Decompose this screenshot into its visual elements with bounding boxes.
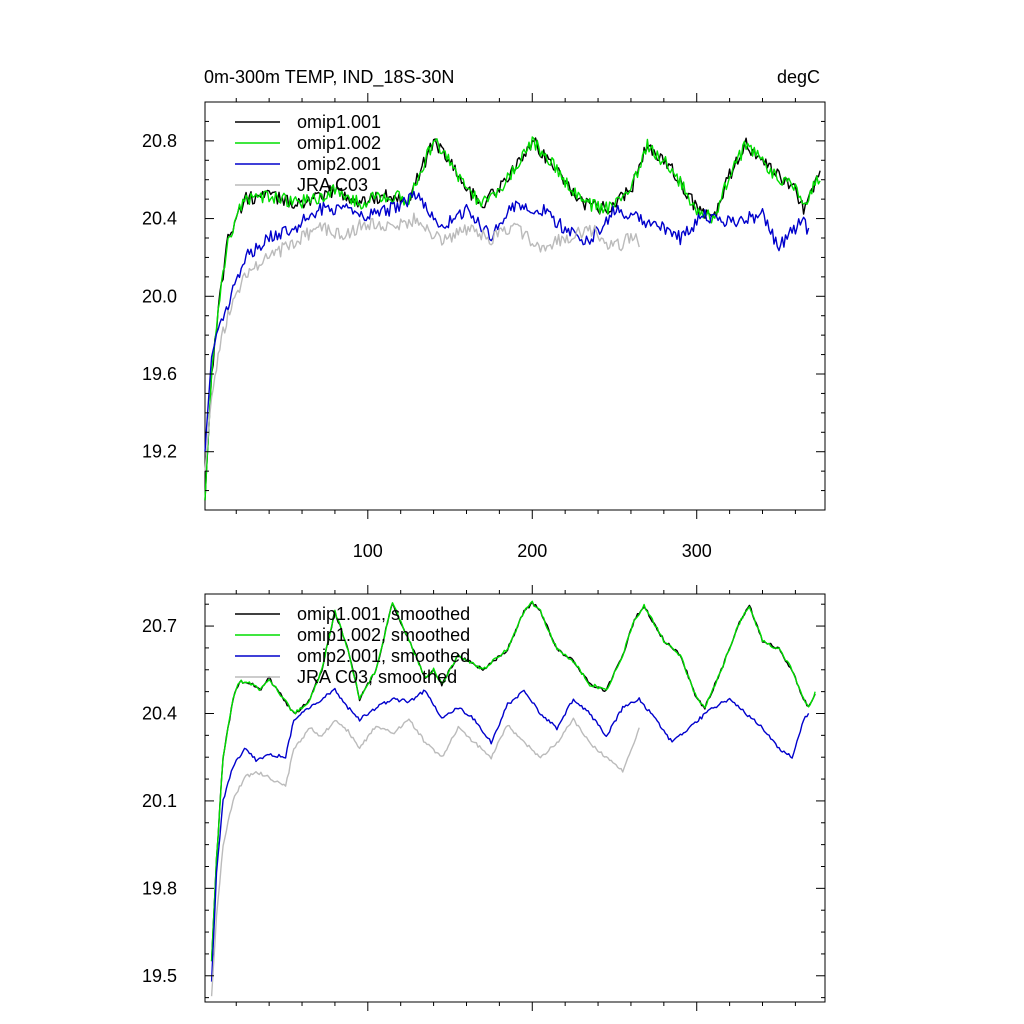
y-tick-label: 19.2	[142, 442, 177, 462]
y-tick-label: 20.7	[142, 616, 177, 636]
y-tick-label: 19.5	[142, 966, 177, 986]
x-tick-label: 200	[517, 541, 547, 561]
legend-label-omip1-002-smoothed: omip1.002, smoothed	[297, 625, 470, 645]
x-tick-label: 100	[353, 541, 383, 561]
series-line-jra-c03-smoothed	[210, 717, 640, 997]
axes-smoothed: 19.5 19.8 20.1 20.4 20.7	[142, 585, 825, 1011]
chart-title: 0m-300m TEMP, IND_18S-30N	[204, 67, 454, 88]
panel-smoothed: 19.5 19.8 20.1 20.4 20.7 omip1.001, smoothed…	[142, 585, 826, 1011]
axes-raw: 19.2 19.6 20.0 20.4 20.8 100 200 300	[142, 93, 825, 561]
y-tick-label: 19.6	[142, 364, 177, 384]
series-group-smoothed	[210, 600, 816, 997]
legend-label-omip1-002: omip1.002	[297, 133, 381, 153]
series-group-raw	[204, 136, 821, 501]
series-line-omip1-002-smoothed	[210, 600, 816, 962]
legend-label-omip2-001: omip2.001	[297, 154, 381, 174]
x-tick-label: 300	[682, 541, 712, 561]
y-tick-label: 19.8	[142, 878, 177, 898]
series-line-omip2-001	[204, 190, 810, 452]
plot-frame-smoothed	[204, 593, 826, 1003]
plot-frame-raw	[204, 101, 826, 511]
legend-label-omip1-001: omip1.001	[297, 112, 381, 132]
legend-label-jra-c03-smoothed: JRA C03, smoothed	[297, 667, 457, 687]
y-tick-label: 20.4	[142, 209, 177, 229]
series-line-omip1-001	[204, 137, 821, 501]
series-line-omip1-002	[204, 136, 821, 501]
y-tick-label: 20.4	[142, 703, 177, 723]
y-tick-label: 20.8	[142, 131, 177, 151]
legend-label-omip1-001-smoothed: omip1.001, smoothed	[297, 604, 470, 624]
legend-label-jra-c03: JRA C03	[297, 175, 368, 195]
units-label: degC	[777, 67, 820, 87]
legend-label-omip2-001-smoothed: omip2.001, smoothed	[297, 646, 470, 666]
series-line-jra-c03	[204, 212, 640, 472]
y-tick-label: 20.0	[142, 286, 177, 306]
y-tick-label: 20.1	[142, 791, 177, 811]
series-line-omip2-001-smoothed	[210, 687, 810, 982]
